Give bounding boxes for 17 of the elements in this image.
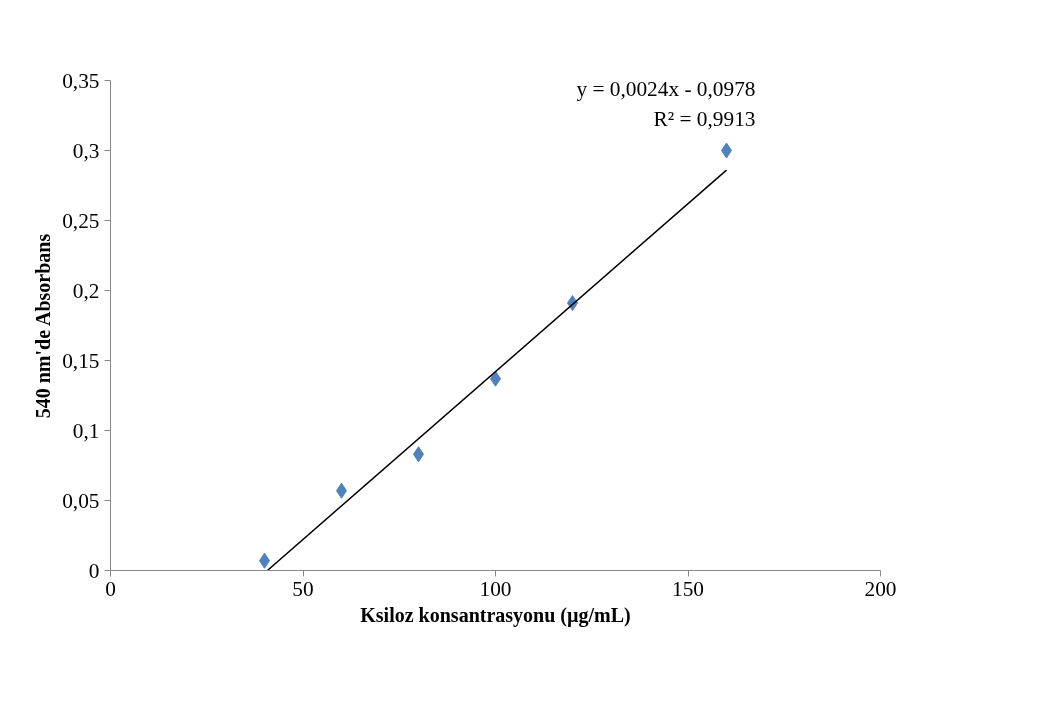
y-tick-label: 0,2 — [72, 278, 100, 303]
y-axis-title: 540 nm'de Absorbans — [32, 233, 55, 419]
x-tick-label: 200 — [864, 576, 897, 601]
x-tick-label: 0 — [105, 576, 116, 601]
x-tick-label: 50 — [292, 576, 314, 601]
x-axis-title: Ksiloz konsantrasyonu (µg/mL) — [360, 603, 631, 627]
x-tick-label: 150 — [672, 576, 704, 601]
y-tick-label: 0,05 — [62, 488, 100, 513]
y-tick-label: 0,15 — [62, 348, 100, 373]
y-tick-label: 0,25 — [62, 208, 100, 233]
y-tick-label: 0,1 — [72, 418, 100, 443]
x-tick-label: 100 — [479, 576, 512, 601]
y-tick-label: 0,3 — [72, 138, 100, 163]
y-tick-label: 0,35 — [62, 68, 100, 93]
annotation: y = 0,0024x - 0,0978 — [576, 76, 756, 101]
annotation: R² = 0,9913 — [653, 106, 756, 131]
y-tick-label: 0 — [88, 558, 100, 583]
